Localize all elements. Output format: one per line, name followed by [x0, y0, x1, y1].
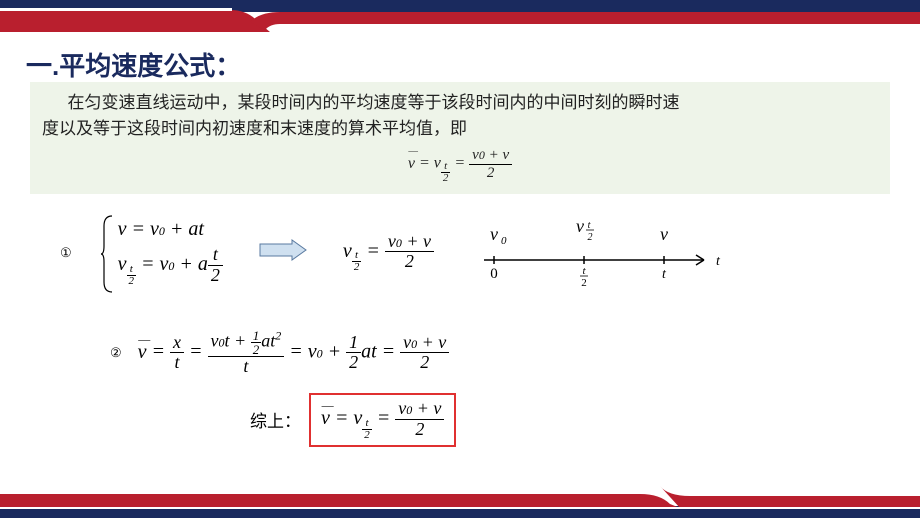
marker-2: ②	[110, 345, 122, 361]
implies-arrow	[258, 238, 308, 267]
svg-text:2: 2	[587, 232, 592, 243]
svg-text:t: t	[716, 254, 721, 269]
description-line2: 度以及等于这段时间内初速度和末速度的算术平均值，即	[42, 116, 878, 142]
description-box: 在匀变速直线运动中，某段时间内的平均速度等于该段时间内的中间时刻的瞬时速 度以及…	[30, 82, 890, 194]
equation-1a: v = v0 + at	[118, 218, 223, 241]
svg-text:t: t	[582, 265, 586, 277]
timeline-diagram: v 0 v t 2 v 0 t 2 t t	[474, 210, 724, 295]
derivation-row-2: ② v = xt = v0t + 12at2t = v0 + 12at = v0…	[110, 325, 880, 381]
svg-text:v: v	[490, 224, 498, 244]
svg-text:0: 0	[490, 266, 498, 282]
conclusion-label: 综上：	[250, 407, 301, 432]
conclusion-row: 综上： v = vt2 = v0 + v2	[250, 393, 880, 447]
bracket-equations: v = v0 + at vt2 = v0 + at2	[100, 214, 223, 291]
bottom-banner	[0, 482, 920, 518]
derivation-area: ① v = v0 + at vt2 = v0 + at2 vt2 = v0 + …	[60, 210, 880, 447]
svg-text:v: v	[660, 224, 668, 244]
svg-text:t: t	[588, 220, 591, 231]
svg-text:2: 2	[581, 277, 587, 289]
top-banner	[0, 0, 920, 36]
svg-text:t: t	[662, 267, 667, 282]
description-line1: 在匀变速直线运动中，某段时间内的平均速度等于该段时间内的中间时刻的瞬时速	[42, 90, 878, 116]
derivation-row-1: ① v = v0 + at vt2 = v0 + at2 vt2 = v0 + …	[60, 210, 880, 295]
equation-2: v = xt = v0t + 12at2t = v0 + 12at = v0 +…	[138, 329, 450, 377]
equation-1b: vt2 = v0 + at2	[118, 245, 223, 287]
marker-1: ①	[60, 245, 72, 261]
equation-1-result: vt2 = v0 + v2	[343, 232, 434, 274]
svg-text:0: 0	[501, 235, 507, 247]
conclusion-formula-box: v = vt2 = v0 + v2	[309, 393, 456, 447]
section-heading: 一.平均速度公式：	[26, 46, 241, 83]
svg-text:v: v	[576, 216, 584, 236]
main-formula: v = vt2 = v0 + v2	[42, 147, 878, 184]
